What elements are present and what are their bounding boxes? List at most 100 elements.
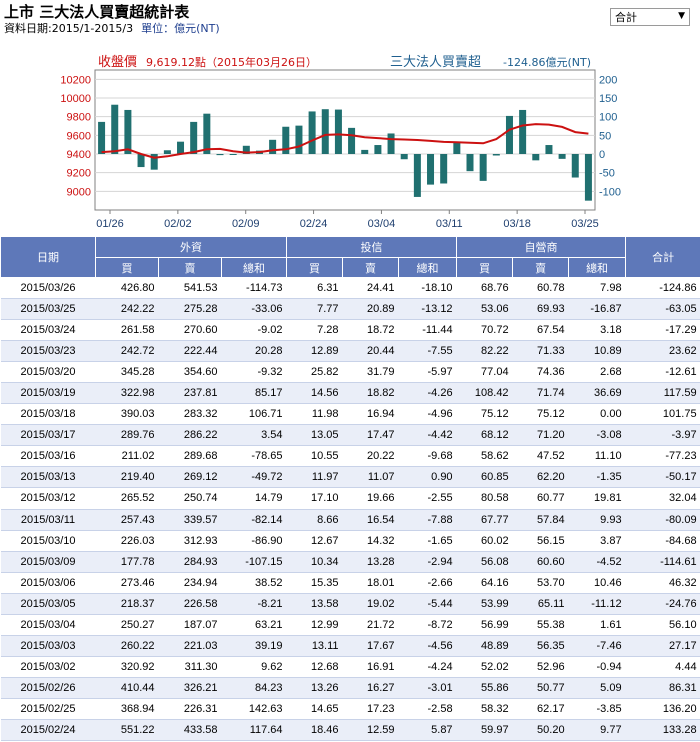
cell-value: 7.28 [286, 319, 343, 342]
cell-value: 52.96 [512, 656, 569, 678]
cell-value: 219.40 [95, 466, 159, 489]
cell-date: 2015/03/12 [0, 487, 96, 510]
cell-value: 18.82 [342, 382, 399, 405]
cell-value: 77.04 [456, 361, 513, 384]
cell-date: 2015/03/11 [0, 509, 96, 531]
cell-value: -49.72 [221, 466, 287, 489]
cell-value: 50.20 [512, 719, 569, 742]
right-axis-tick: 100 [599, 112, 617, 124]
cell-value: -4.26 [398, 382, 457, 405]
chart-bar [282, 126, 290, 154]
right-axis-tick: -100 [599, 186, 621, 198]
cell-value: 62.17 [512, 698, 569, 720]
category-select[interactable]: 合計 ▼ [610, 8, 690, 26]
cell-value: 0.00 [568, 403, 626, 426]
cell-value: -9.68 [398, 445, 457, 468]
cell-value: -5.97 [398, 361, 457, 384]
cell-value: 75.12 [456, 403, 513, 426]
cell-value: 390.03 [95, 403, 159, 426]
cell-value: 242.22 [95, 298, 159, 321]
cell-value: -4.96 [398, 403, 457, 426]
cell-value: 56.10 [625, 614, 700, 636]
chart-bar [558, 154, 566, 159]
cell-date: 2015/03/26 [0, 277, 96, 300]
cell-date: 2015/03/20 [0, 361, 96, 384]
cell-value: 11.97 [286, 466, 343, 489]
col-header-sell: 賣 [158, 257, 222, 278]
cell-value: 6.31 [286, 277, 343, 300]
cell-value: 101.75 [625, 403, 700, 426]
cell-value: 261.58 [95, 319, 159, 342]
chart-bar [190, 121, 198, 154]
x-axis-label: 03/04 [368, 218, 396, 230]
table-row: 2015/02/24 551.22 433.58 117.64 18.46 12.59 5.… [0, 719, 700, 742]
cell-value: 541.53 [158, 277, 222, 300]
chart-bar [216, 154, 224, 156]
cell-value: 286.22 [158, 424, 222, 447]
cell-value: 53.70 [512, 572, 569, 594]
cell-value: -13.12 [398, 298, 457, 321]
cell-date: 2015/02/25 [0, 698, 96, 720]
cell-value: 23.62 [625, 340, 700, 363]
cell-value: 275.28 [158, 298, 222, 321]
cell-value: -11.12 [568, 593, 626, 615]
table-row: 2015/03/13 219.40 269.12 -49.72 11.97 11.07 0.… [0, 466, 700, 489]
cell-value: 270.60 [158, 319, 222, 342]
chart-bar [466, 154, 474, 172]
table-row: 2015/03/06 273.46 234.94 38.52 15.35 18.01 -2.… [0, 572, 700, 594]
cell-value: 354.60 [158, 361, 222, 384]
chart-bar [571, 154, 579, 178]
cell-date: 2015/03/19 [0, 382, 96, 405]
cell-value: -3.97 [625, 424, 700, 447]
chart-bar [427, 154, 435, 185]
cell-value: 36.69 [568, 382, 626, 405]
institutional-investors-chart: 收盤價 9,619.12點（2015年03月26日） 三大法人買賣超 -124.… [60, 55, 621, 230]
cell-value: 18.01 [342, 572, 399, 594]
cell-value: 18.46 [286, 719, 343, 742]
cell-value: 17.47 [342, 424, 399, 447]
cell-value: 187.07 [158, 614, 222, 636]
cell-value: 58.32 [456, 698, 513, 720]
cell-value: 289.68 [158, 445, 222, 468]
cell-value: 5.87 [398, 719, 457, 742]
chart-bar [137, 154, 145, 168]
chart-bar [361, 149, 369, 154]
cell-value: 1.61 [568, 614, 626, 636]
cell-date: 2015/03/10 [0, 530, 96, 552]
cell-value: 250.74 [158, 487, 222, 510]
col-header-sum: 總和 [568, 257, 627, 278]
chart-bar [177, 141, 185, 154]
cell-value: -16.87 [568, 298, 626, 321]
cell-value: 55.86 [456, 677, 513, 699]
x-axis-label: 02/02 [164, 218, 192, 230]
cell-value: -8.21 [221, 593, 287, 615]
cell-value: 13.26 [286, 677, 343, 699]
cell-value: 311.30 [158, 656, 222, 678]
cell-date: 2015/03/24 [0, 319, 96, 342]
cell-value: 12.89 [286, 340, 343, 363]
col-group-foreign: 外資 [94, 236, 288, 258]
cell-value: -8.72 [398, 614, 457, 636]
cell-value: 10.46 [568, 572, 626, 594]
cell-value: 84.23 [221, 677, 287, 699]
chart-bar [229, 154, 237, 155]
chart-bar [479, 154, 487, 181]
chart-right-title: 三大法人買賣超 [390, 55, 481, 70]
chart-bar [269, 139, 277, 154]
cell-value: -80.09 [625, 509, 700, 531]
chart-bar [98, 121, 106, 154]
cell-value: 0.90 [398, 466, 457, 489]
cell-value: 326.21 [158, 677, 222, 699]
cell-date: 2015/03/17 [0, 424, 96, 447]
right-axis-tick: 0 [599, 149, 605, 161]
cell-value: 7.98 [568, 277, 626, 300]
left-axis-tick: 9400 [67, 149, 91, 161]
cell-value: 13.58 [286, 593, 343, 615]
cell-value: 60.60 [512, 551, 569, 573]
cell-value: 11.98 [286, 403, 343, 426]
cell-value: 31.79 [342, 361, 399, 384]
cell-value: -114.61 [625, 551, 700, 573]
cell-value: 106.71 [221, 403, 287, 426]
table-row: 2015/03/05 218.37 226.58 -8.21 13.58 19.02 -5.… [0, 593, 700, 615]
cell-value: 57.84 [512, 509, 569, 531]
